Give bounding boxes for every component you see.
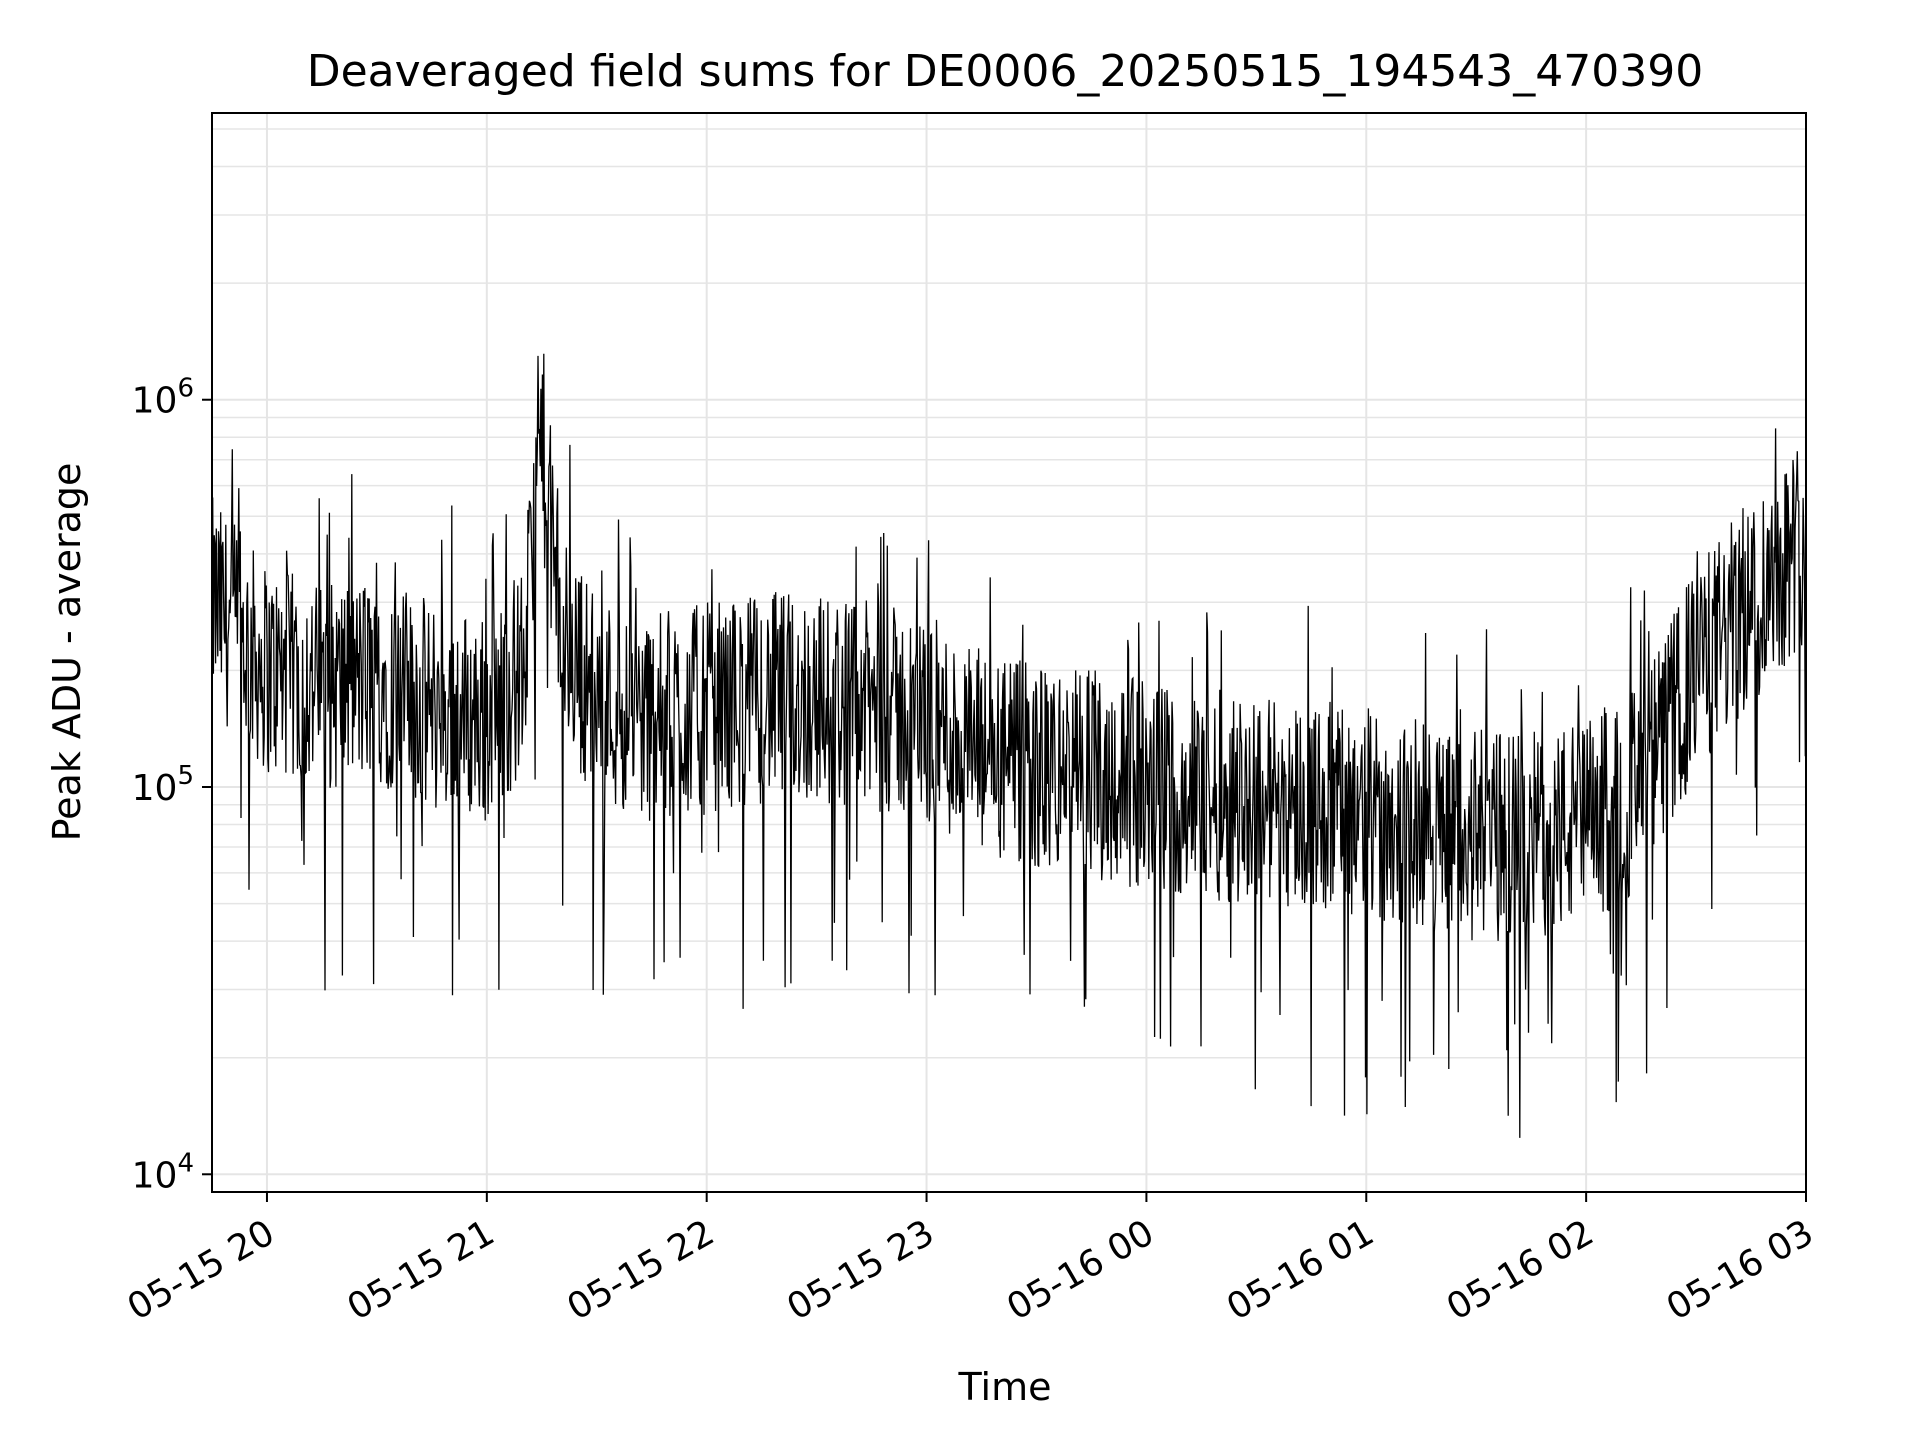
x-tick-label: 05-15 23 <box>780 1212 941 1328</box>
x-tick-label: 05-16 02 <box>1440 1212 1601 1328</box>
y-tick-label: 104 <box>132 1148 194 1196</box>
x-tick-label: 05-15 20 <box>121 1212 282 1328</box>
y-axis-label: Peak ADU - average <box>45 463 89 842</box>
chart-title: Deaveraged field sums for DE0006_2025051… <box>307 46 1704 97</box>
y-axis: 104 105 106 <box>132 374 212 1196</box>
x-tick-label: 05-16 01 <box>1220 1212 1381 1328</box>
y-tick-label: 106 <box>132 374 194 422</box>
x-tick-label: 05-16 00 <box>1000 1212 1161 1328</box>
x-axis: 05-15 20 05-15 21 05-15 22 05-15 23 05-16 00… <box>121 1192 1821 1329</box>
x-tick-label: 05-16 03 <box>1660 1212 1821 1328</box>
x-tick-label: 05-15 22 <box>561 1212 722 1328</box>
x-tick-label: 05-15 21 <box>341 1212 502 1328</box>
series-path <box>211 353 1807 1138</box>
series-line <box>211 353 1807 1138</box>
x-axis-label: Time <box>958 1365 1052 1409</box>
y-tick-label: 105 <box>132 761 194 809</box>
plot-frame <box>211 112 1807 1193</box>
